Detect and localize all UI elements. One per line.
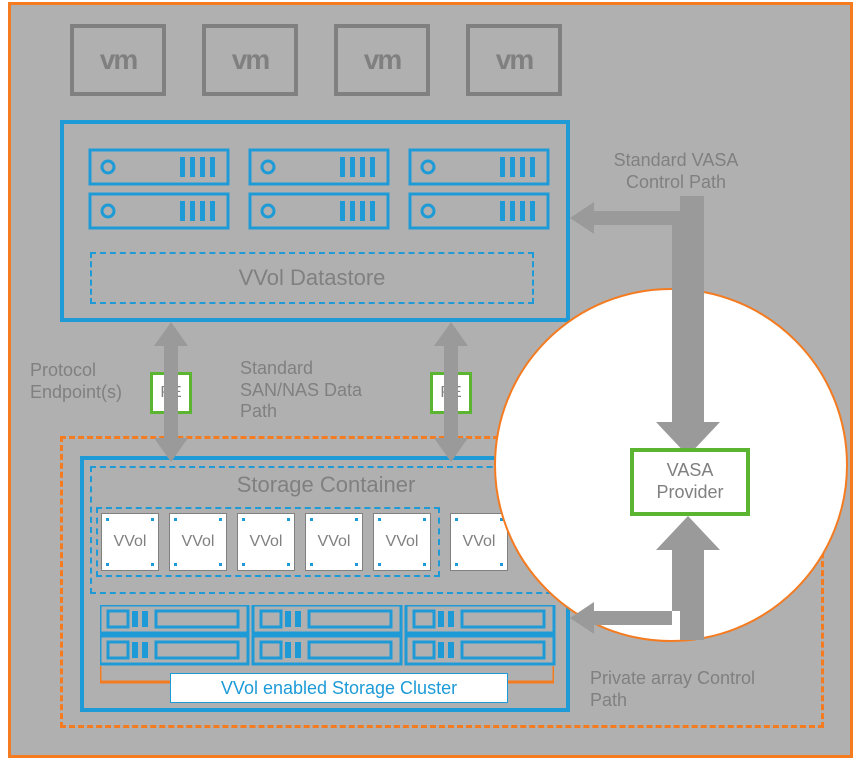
vasa-control-arrow xyxy=(570,196,750,456)
data-path-arrow-left xyxy=(150,322,192,462)
vvol-box-2: VVol xyxy=(169,513,227,571)
vvol-label: VVol xyxy=(182,533,215,551)
vasa-provider-label: VASA Provider xyxy=(634,460,746,503)
private-array-arrow xyxy=(570,510,750,640)
diagram-canvas: vm vm vm vm xyxy=(0,0,861,766)
vasa-provider-box: VASA Provider xyxy=(630,448,750,516)
protocol-endpoint-label: Protocol Endpoint(s) xyxy=(30,360,140,403)
vvol-label: VVol xyxy=(318,533,351,551)
vvol-datastore-label-box: VVol Datastore xyxy=(90,252,534,304)
cluster-label-box: VVol enabled Storage Cluster xyxy=(170,673,508,703)
standard-vasa-label: Standard VASA Control Path xyxy=(586,150,766,193)
data-path-arrow-right xyxy=(430,322,472,462)
vm-box-3: vm xyxy=(334,24,430,96)
disk-cluster-icons xyxy=(100,605,560,667)
standard-datapath-label: Standard SAN/NAS Data Path xyxy=(240,358,380,423)
vm-box-2: vm xyxy=(202,24,298,96)
vm-label: vm xyxy=(364,44,400,76)
vm-label: vm xyxy=(496,44,532,76)
vvol-box-6: VVol xyxy=(450,513,508,571)
vvol-label: VVol xyxy=(114,533,147,551)
storage-container-label: Storage Container xyxy=(90,472,562,498)
vm-label: vm xyxy=(100,44,136,76)
vvol-label: VVol xyxy=(463,533,496,551)
vm-box-4: vm xyxy=(466,24,562,96)
vvol-box-4: VVol xyxy=(305,513,363,571)
private-array-label: Private array Control Path xyxy=(590,668,760,711)
vvol-box-3: VVol xyxy=(237,513,295,571)
vvol-datastore-label: VVol Datastore xyxy=(239,265,386,291)
vvol-label: VVol xyxy=(386,533,419,551)
server-icons xyxy=(80,140,560,240)
vvol-box-1: VVol xyxy=(101,513,159,571)
vm-label: vm xyxy=(232,44,268,76)
vm-box-1: vm xyxy=(70,24,166,96)
cluster-label: VVol enabled Storage Cluster xyxy=(221,678,457,699)
vvol-label: VVol xyxy=(250,533,283,551)
vvol-box-5: VVol xyxy=(373,513,431,571)
